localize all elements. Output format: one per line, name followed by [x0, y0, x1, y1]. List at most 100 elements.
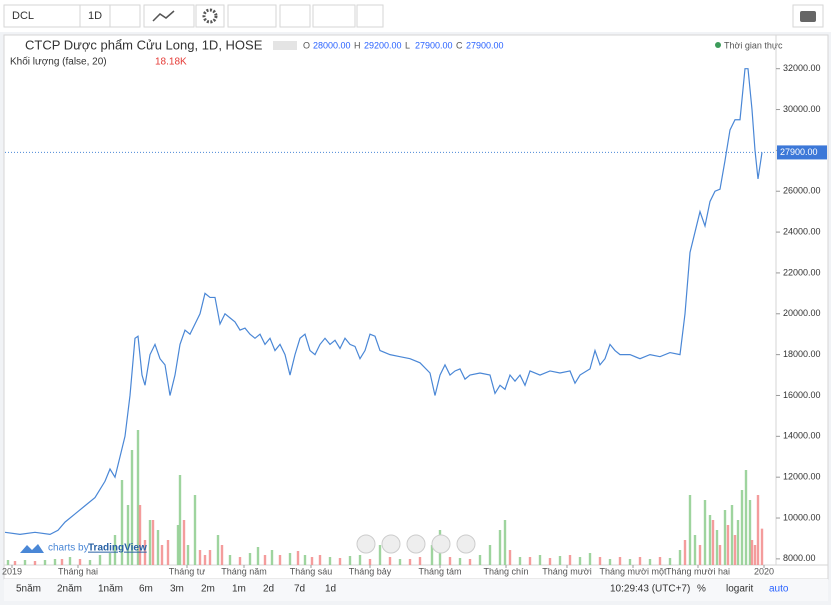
- volume-bar: [398, 559, 402, 565]
- last-price-label: 27900.00: [780, 147, 818, 157]
- volume-bar: [760, 528, 764, 565]
- range-button[interactable]: 2d: [263, 584, 274, 595]
- volume-bar: [328, 557, 332, 565]
- range-button[interactable]: 5năm: [16, 584, 41, 595]
- volume-bar: [568, 555, 572, 565]
- range-button[interactable]: 1d: [325, 584, 336, 595]
- y-tick-label: 20000.00: [783, 308, 821, 318]
- indicators-btn[interactable]: [227, 4, 277, 28]
- volume-bar: [418, 557, 422, 565]
- volume-bar: [88, 560, 92, 565]
- fullscreen-btn[interactable]: [356, 4, 384, 28]
- volume-bar: [408, 559, 412, 565]
- volume-bar: [468, 559, 472, 565]
- volume-bar: [488, 545, 492, 565]
- nav-button[interactable]: [381, 534, 401, 554]
- volume-bar: [288, 553, 292, 565]
- volume-bar: [703, 500, 707, 565]
- nav-button[interactable]: [356, 534, 376, 554]
- volume-bar: [503, 520, 507, 565]
- volume-bar: [270, 550, 274, 565]
- y-tick-label: 10000.00: [783, 512, 821, 522]
- nav-button[interactable]: [456, 534, 476, 554]
- volume-bar: [478, 555, 482, 565]
- settings-btn[interactable]: [195, 4, 225, 28]
- y-tick-label: 24000.00: [783, 226, 821, 236]
- bottom-bar: [4, 579, 828, 601]
- watermark-brand[interactable]: TradingView: [88, 543, 147, 554]
- y-tick-label: 8000.00: [783, 553, 816, 563]
- volume-bar: [693, 535, 697, 565]
- volume-bar: [156, 530, 160, 565]
- x-tick-label: Tháng chín: [483, 566, 528, 576]
- volume-bar: [730, 505, 734, 565]
- y-tick-label: 16000.00: [783, 390, 821, 400]
- volume-bar: [248, 553, 252, 565]
- compare-btn[interactable]: [279, 4, 311, 28]
- volume-bar: [238, 557, 242, 565]
- volume-bar: [388, 557, 392, 565]
- gear-icon: [202, 8, 218, 24]
- x-tick-label: Tháng mười: [542, 566, 591, 576]
- volume-bar: [378, 545, 382, 565]
- volume-bar: [430, 545, 434, 565]
- volume-bar: [166, 540, 170, 565]
- volume-bar: [548, 558, 552, 565]
- range-button[interactable]: 2năm: [57, 584, 82, 595]
- ohlc-value: 29200.00: [364, 40, 402, 50]
- volume-bar: [60, 559, 64, 565]
- x-tick-label: Tháng năm: [221, 566, 267, 576]
- range-button[interactable]: 1m: [232, 584, 246, 595]
- volume-bar: [310, 557, 314, 565]
- volume-bar: [193, 495, 197, 565]
- volume-bar: [368, 559, 372, 565]
- range-button[interactable]: 7d: [294, 584, 305, 595]
- volume-bar: [638, 557, 642, 565]
- volume-bar: [148, 520, 152, 565]
- volume-bar: [458, 558, 462, 565]
- volume-bar: [178, 475, 182, 565]
- range-button[interactable]: 3m: [170, 584, 184, 595]
- x-tick-label: Tháng mười hai: [666, 566, 730, 576]
- x-tick-label: Tháng mười một: [600, 566, 667, 576]
- x-tick-label: Tháng tám: [418, 566, 461, 576]
- volume-bar: [726, 525, 730, 565]
- last-price-box: [777, 145, 827, 160]
- volume-bar: [138, 505, 142, 565]
- volume-bar: [688, 495, 692, 565]
- volume-bar: [198, 550, 202, 565]
- volume-bar: [733, 535, 737, 565]
- status-dot: [715, 42, 721, 48]
- volume-bar: [508, 550, 512, 565]
- nav-button[interactable]: [431, 534, 451, 554]
- volume-bar: [176, 525, 180, 565]
- more-btn[interactable]: [109, 4, 141, 28]
- volume-bar: [740, 490, 744, 565]
- range-buttons: 5năm 2năm 1năm 6m 3m 2m 1m 2d 7d 1d: [16, 584, 336, 595]
- volume-bar: [518, 557, 522, 565]
- x-tick-label: Tháng bảy: [349, 566, 392, 576]
- range-button[interactable]: 6m: [139, 584, 153, 595]
- range-button[interactable]: 1năm: [98, 584, 123, 595]
- ohlc-key: C: [456, 40, 463, 50]
- logo: [20, 544, 44, 553]
- nav-button[interactable]: [406, 534, 426, 554]
- volume-bar: [220, 545, 224, 565]
- x-tick-label: Tháng tư: [169, 566, 206, 576]
- range-button[interactable]: 2m: [201, 584, 215, 595]
- auto-btn[interactable]: auto: [769, 584, 789, 595]
- volume-bar: [748, 500, 752, 565]
- log-btn[interactable]: logarit: [726, 584, 753, 595]
- undo-redo[interactable]: [312, 4, 356, 28]
- ohlc-value: 27900.00: [466, 40, 504, 50]
- volume-bar: [256, 547, 260, 565]
- volume-bar: [108, 553, 112, 565]
- clock: 10:29:43 (UTC+7): [610, 584, 690, 595]
- volume-bar: [13, 561, 17, 565]
- percent-btn[interactable]: %: [697, 584, 706, 595]
- volume-bar: [528, 557, 532, 565]
- camera-icon: [800, 11, 816, 22]
- volume-bar: [143, 540, 147, 565]
- ohlc-key: O: [303, 40, 310, 50]
